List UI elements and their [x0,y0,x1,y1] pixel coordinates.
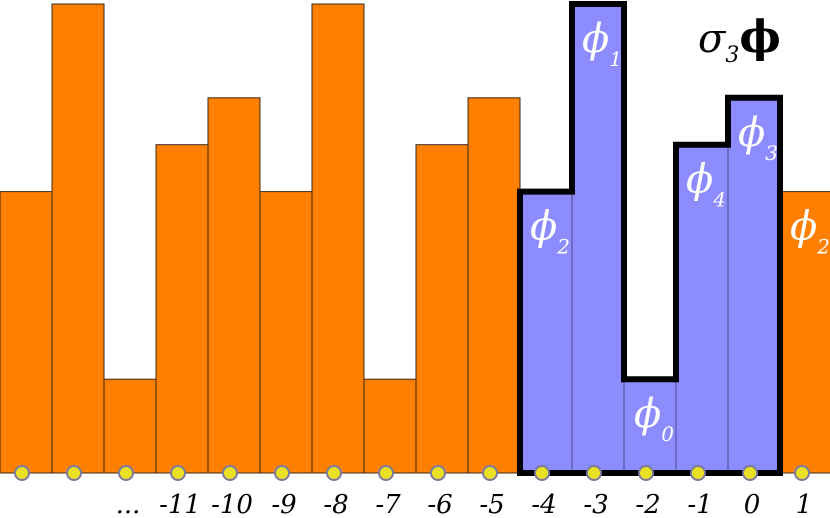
axis-label-8: -4 [531,490,556,518]
phi-subscript: 2 [556,235,570,259]
axis-dot-0 [14,465,30,481]
axis-label-2: -10 [211,490,253,518]
bar-0 [0,191,53,474]
sigma-phi-outline [517,1,783,476]
axis-label-6: -6 [427,490,452,518]
axis-label-7: -5 [479,490,504,518]
bars-group [0,3,830,474]
axis-labels-group: ... -11 -10 -9 -8 -7 -6 -5 -4 -3 -2 -1 0 1 [116,490,813,518]
title-phi: ϕ [739,12,780,63]
axis-dots-group [14,465,810,481]
bar-2 [103,378,157,474]
bar-10 [519,191,573,474]
axis-dot-5 [274,465,290,481]
phi-symbol: ϕ [790,204,817,250]
axis-label-0: ... [116,490,141,518]
phi-symbol: ϕ [686,157,713,203]
title-sigma-subscript: 3 [725,43,739,68]
phi-symbol: ϕ [738,110,765,156]
axis-label-4: -8 [323,490,348,518]
axis-dot-3 [170,465,186,481]
axis-label-13: 1 [796,490,813,518]
bar-14 [727,97,781,474]
bar-5 [259,191,313,474]
axis-dot-10 [534,465,550,481]
bar-3 [155,144,209,474]
axis-dot-14 [742,465,758,481]
phi-subscript: 3 [765,141,778,165]
phi-label-14: ϕ3 [738,110,778,165]
axis-dot-7 [378,465,394,481]
phi-symbol: ϕ [634,391,661,437]
axis-dot-11 [586,465,602,481]
axis-dot-15 [794,465,810,481]
axis-label-12: 0 [744,490,761,518]
axis-dot-1 [66,465,82,481]
axis-label-10: -2 [635,490,660,518]
phi-subscript: 2 [816,235,830,259]
axis-dot-4 [222,465,238,481]
axis-dot-9 [482,465,498,481]
title-sigma: σ [698,16,727,62]
phi-subscript: 1 [609,47,622,71]
phi-label-12: ϕ0 [634,391,674,446]
phi-subscript: 4 [712,188,726,212]
phi-label-15: ϕ2 [790,204,830,259]
bar-12 [623,378,677,474]
bar-15 [779,191,830,474]
bar-9 [467,97,521,474]
axis-label-9: -3 [583,490,608,518]
axis-label-11: -1 [687,490,712,518]
bar-6 [311,3,365,474]
phi-symbol: ϕ [530,204,557,250]
sigma-phi-title: σ3ϕ [698,12,781,68]
phi-symbol: ϕ [582,16,609,62]
axis-dot-8 [430,465,446,481]
phi-label-10: ϕ2 [530,204,570,259]
phi-label-11: ϕ1 [582,16,622,71]
bar-1 [51,3,105,474]
axis-label-5: -7 [375,490,401,518]
axis-dot-12 [638,465,654,481]
axis-dot-13 [690,465,706,481]
axis-label-1: -11 [159,490,201,518]
axis-dot-6 [326,465,342,481]
axis-label-3: -9 [271,490,296,518]
bar-11 [571,3,625,474]
phi-subscript: 0 [661,422,674,446]
phi-label-13: ϕ4 [686,157,726,212]
bar-8 [415,144,469,474]
axis-dot-2 [118,465,134,481]
bar-4 [207,97,261,474]
bar-7 [363,378,417,474]
